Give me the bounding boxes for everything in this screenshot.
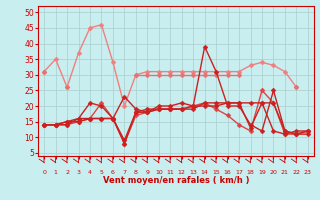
X-axis label: Vent moyen/en rafales ( km/h ): Vent moyen/en rafales ( km/h ) (103, 176, 249, 185)
